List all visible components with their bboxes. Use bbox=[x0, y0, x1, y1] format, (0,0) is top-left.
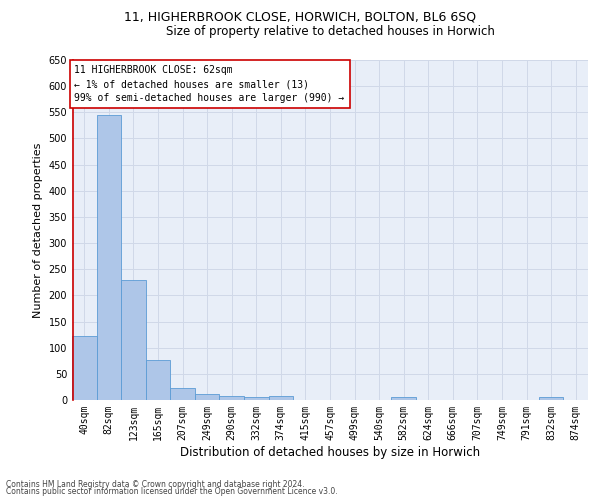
Bar bbox=[391, 397, 416, 400]
Bar bbox=[72, 336, 97, 400]
Bar bbox=[97, 115, 121, 400]
Text: 11, HIGHERBROOK CLOSE, HORWICH, BOLTON, BL6 6SQ: 11, HIGHERBROOK CLOSE, HORWICH, BOLTON, … bbox=[124, 10, 476, 23]
Bar bbox=[269, 396, 293, 400]
Y-axis label: Number of detached properties: Number of detached properties bbox=[33, 142, 43, 318]
Title: Size of property relative to detached houses in Horwich: Size of property relative to detached ho… bbox=[166, 25, 494, 38]
Bar bbox=[539, 397, 563, 400]
Bar bbox=[195, 394, 220, 400]
Text: Contains HM Land Registry data © Crown copyright and database right 2024.: Contains HM Land Registry data © Crown c… bbox=[6, 480, 305, 489]
Bar bbox=[146, 360, 170, 400]
Bar bbox=[220, 396, 244, 400]
Text: Contains public sector information licensed under the Open Government Licence v3: Contains public sector information licen… bbox=[6, 487, 338, 496]
Bar bbox=[121, 280, 146, 400]
Text: 11 HIGHERBROOK CLOSE: 62sqm
← 1% of detached houses are smaller (13)
99% of semi: 11 HIGHERBROOK CLOSE: 62sqm ← 1% of deta… bbox=[74, 65, 345, 103]
Bar bbox=[170, 388, 195, 400]
X-axis label: Distribution of detached houses by size in Horwich: Distribution of detached houses by size … bbox=[180, 446, 480, 458]
Bar bbox=[244, 397, 269, 400]
